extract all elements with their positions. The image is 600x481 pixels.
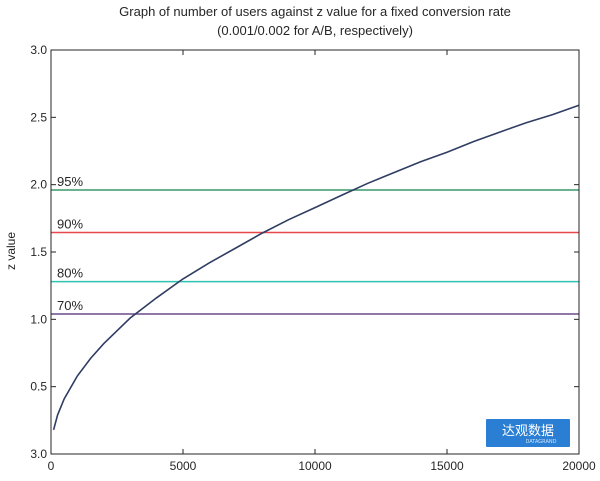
- reference-label: 80%: [57, 266, 83, 281]
- reference-label: 70%: [57, 298, 83, 313]
- y-tick-label: 1.0: [30, 312, 47, 326]
- x-tick-label: 20000: [562, 459, 596, 473]
- y-tick-label: 3.0: [30, 43, 47, 57]
- watermark-text: 达观数据: [502, 424, 554, 439]
- y-tick-label: 3.0: [30, 447, 47, 461]
- axis-ticks: 0 5000 10000 15000 20000 3.0 2.5 2.0 1.5 1.0 0.5 3.…: [30, 43, 596, 473]
- x-tick-label: 0: [48, 459, 55, 473]
- y-tick-label: 0.5: [30, 380, 47, 394]
- watermark-box: [486, 419, 570, 447]
- y-tick-label: 2.0: [30, 178, 47, 192]
- chart-title: Graph of number of users against z value…: [119, 4, 511, 19]
- x-tick-label: 15000: [430, 459, 464, 473]
- y-tick-label: 2.5: [30, 110, 47, 124]
- chart-subtitle: (0.001/0.002 for A/B, respectively): [217, 23, 413, 38]
- x-tick-label: 5000: [170, 459, 197, 473]
- y-axis-label: z value: [4, 232, 18, 270]
- reference-label: 90%: [57, 216, 83, 231]
- reference-label: 95%: [57, 174, 83, 189]
- watermark-subtext: DATAGRAND: [526, 439, 557, 445]
- plot-area: 95% 90% 80% 70%: [51, 104, 580, 431]
- plot-frame: [50, 49, 580, 455]
- series-line: [52, 104, 580, 431]
- x-tick-label: 10000: [298, 459, 332, 473]
- y-tick-label: 1.5: [30, 245, 47, 259]
- watermark-logo: 达观数据 DATAGRAND: [486, 419, 570, 447]
